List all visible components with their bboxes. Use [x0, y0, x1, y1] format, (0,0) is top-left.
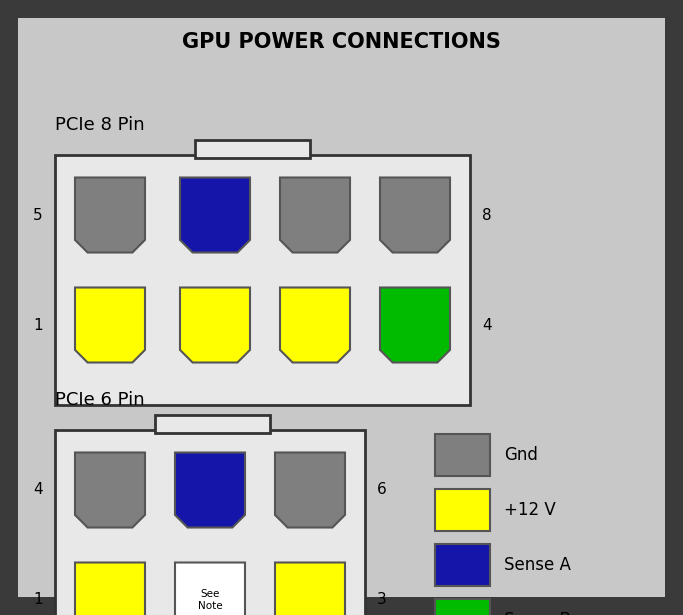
Bar [435, 599, 490, 615]
Text: 8: 8 [482, 207, 492, 223]
Text: Sense A: Sense A [504, 556, 571, 574]
Text: See
Note: See Note [197, 589, 222, 611]
Bar [55, 155, 470, 405]
Bar [435, 544, 490, 586]
Polygon shape [380, 178, 450, 253]
Text: 1: 1 [33, 317, 43, 333]
Bar [435, 489, 490, 531]
Text: Gnd: Gnd [504, 446, 538, 464]
Text: PCIe 8 Pin: PCIe 8 Pin [55, 116, 145, 134]
Text: 4: 4 [482, 317, 492, 333]
Polygon shape [175, 563, 245, 615]
Polygon shape [75, 287, 145, 362]
Bar [155, 415, 270, 433]
Polygon shape [75, 453, 145, 528]
Polygon shape [275, 563, 345, 615]
Bar [435, 434, 490, 476]
Polygon shape [180, 287, 250, 362]
Text: GPU POWER CONNECTIONS: GPU POWER CONNECTIONS [182, 32, 501, 52]
Polygon shape [75, 178, 145, 253]
Text: 3: 3 [377, 592, 387, 608]
Polygon shape [275, 453, 345, 528]
Polygon shape [75, 563, 145, 615]
Polygon shape [175, 453, 245, 528]
Text: 6: 6 [377, 483, 387, 498]
Bar [55, 430, 365, 615]
Bar [195, 140, 310, 158]
Polygon shape [280, 287, 350, 362]
Text: 5: 5 [33, 207, 43, 223]
Text: 4: 4 [33, 483, 43, 498]
Text: PCIe 6 Pin: PCIe 6 Pin [55, 391, 145, 409]
Polygon shape [180, 178, 250, 253]
Polygon shape [380, 287, 450, 362]
Text: +12 V: +12 V [504, 501, 556, 519]
Text: Sense B: Sense B [504, 611, 571, 615]
Polygon shape [280, 178, 350, 253]
Text: 1: 1 [33, 592, 43, 608]
